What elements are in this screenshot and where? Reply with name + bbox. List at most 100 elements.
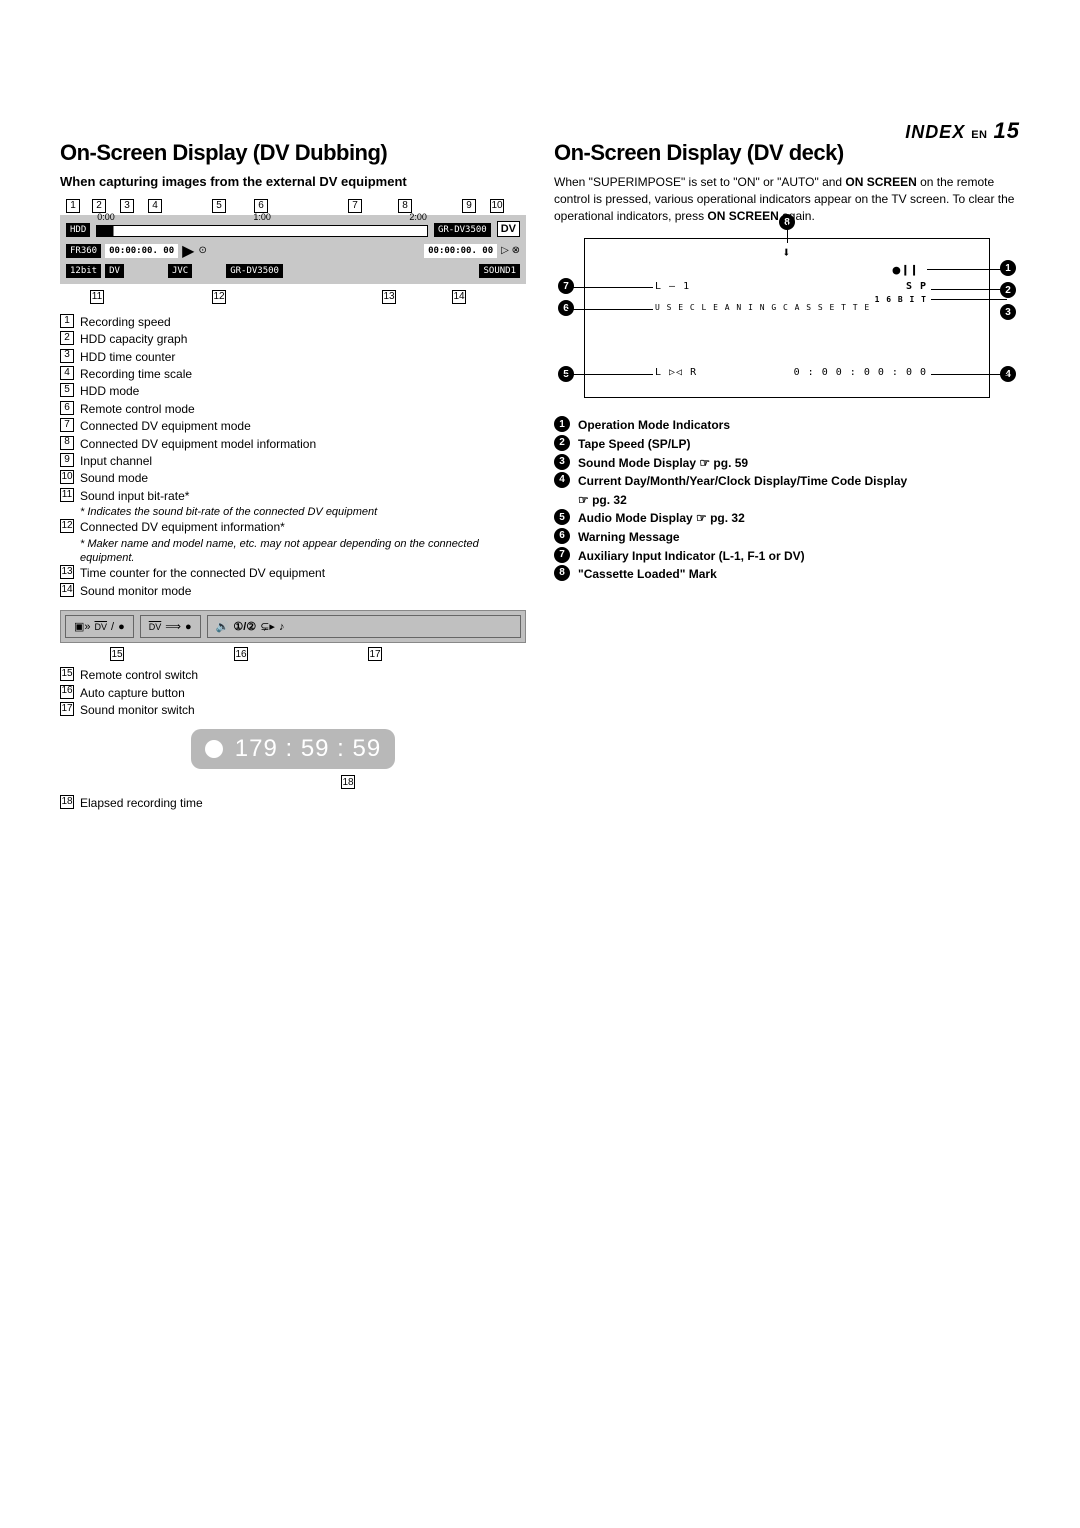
legend-circle: 7 [554,547,570,563]
speaker-icon: 🔊 [216,620,230,633]
callout-4: 4 [148,199,162,213]
aux-input: L – 1 [655,281,690,292]
disc-icon: ● [185,621,192,633]
toolbar-legend: 15Remote control switch 16Auto capture b… [60,667,526,719]
operation-indicator: ●❙❙ [893,263,919,278]
hdd-badge: HDD [66,223,90,237]
legend-text: Recording time scale [80,366,192,383]
legend-text: Auxiliary Input Indicator (L-1, F-1 or D… [578,547,805,566]
page-header: INDEX EN 15 [905,118,1020,144]
note-12: * Maker name and model name, etc. may no… [80,537,526,566]
legend-circle: 2 [554,435,570,451]
sound-mode: 1 6 B I T [875,295,927,304]
brand-badge: JVC [168,264,192,278]
legend-text: Sound mode [80,470,148,487]
tick-0: 0:00 [97,212,115,222]
callout-18: 18 [341,775,355,789]
callout-15: 15 [110,647,124,661]
record-dot-icon [205,740,223,758]
callout-2: 2 [92,199,106,213]
legend-text: Sound Mode Display ☞ pg. 59 [578,454,748,473]
legend-text: Connected DV equipment model information [80,436,316,453]
left-title: On-Screen Display (DV Dubbing) [60,140,526,166]
legend-num: 7 [60,418,74,432]
disc-icon: ● [118,621,125,633]
cassette-icon: ⬇ [782,245,791,261]
legend-text: Remote control mode [80,401,195,418]
legend-num: 11 [60,488,74,502]
tape-speed: S P [906,281,927,292]
callout-9: 9 [462,199,476,213]
legend-num: 13 [60,565,74,579]
legend-num: 9 [60,453,74,467]
arrow-icon: ⟹ [165,620,181,633]
legend-text: Input channel [80,453,152,470]
legend-sub4: ☞ pg. 32 [578,491,1020,510]
counter-1: 00:00:00. 00 [105,244,178,258]
legend-text: HDD time counter [80,349,175,366]
toolbar-callouts: 15 16 17 [60,647,526,661]
elapsed-legend: 18 Elapsed recording time [60,795,526,812]
soundtrack-icon: ♪ [279,621,285,633]
legend-text: Sound monitor switch [80,702,195,719]
legend-num: 17 [60,702,74,716]
legend-text: Audio Mode Display ☞ pg. 32 [578,509,745,528]
surround-icon: ⊊▸ [260,620,275,633]
legend-text: Remote control switch [80,667,198,684]
callout-12: 12 [212,290,226,304]
circle-1: 1 [1000,260,1016,276]
callout-14: 14 [452,290,466,304]
legend-text: Recording speed [80,314,171,331]
dv-toolbar: ▣» DV / ● DV ⟹ ● 🔊 ①/② ⊊▸ ♪ [60,610,526,643]
callout-13: 13 [382,290,396,304]
play-pause-icon: ▷ ⊗ [501,245,520,256]
leader-line [927,269,1007,270]
dv-icon: DV [95,622,108,632]
leader-line [931,299,1007,300]
legend-circle: 5 [554,509,570,525]
callout-11: 11 [90,290,104,304]
right-column: On-Screen Display (DV deck) When "SUPERI… [554,140,1020,813]
legend-num: 3 [60,349,74,363]
legend-circle: 8 [554,565,570,581]
slash-icon: / [111,621,114,633]
circle-7: 7 [558,278,574,294]
circle-3: 3 [1000,304,1016,320]
legend-circle: 1 [554,416,570,432]
legend-num: 5 [60,383,74,397]
left-column: On-Screen Display (DV Dubbing) When capt… [60,140,526,813]
legend-text: Sound input bit-rate* [80,488,189,505]
legend-num: 15 [60,667,74,681]
dv-box: DV [497,221,520,237]
sound-monitor: 🔊 ①/② ⊊▸ ♪ [207,615,521,638]
bottom-callouts: 11 12 13 14 [60,290,526,304]
legend-text: Connected DV equipment mode [80,418,251,435]
left-subhead: When capturing images from the external … [60,174,526,191]
legend-text: HDD mode [80,383,139,400]
legend-circle: 6 [554,528,570,544]
model-badge: GR-DV3500 [434,223,491,237]
legend-text: Connected DV equipment information* [80,519,285,536]
counter-2: 00:00:00. 00 [424,244,497,258]
legend-text: Elapsed recording time [80,795,203,812]
legend-list-tail: 13 Time counter for the connected DV equi… [60,565,526,600]
legend-num: 18 [60,795,74,809]
legend-num: 10 [60,470,74,484]
legend-circle: 4 [554,472,570,488]
legend-text: Current Day/Month/Year/Clock Display/Tim… [578,472,907,491]
leader-line [567,309,653,310]
auto-capture: DV ⟹ ● [140,615,201,638]
leader-line [931,374,1007,375]
callout-10: 10 [490,199,504,213]
legend-text: Time counter for the connected DV equipm… [80,565,325,582]
bitrate-badge: 12bit [66,264,101,278]
leader-line [567,287,653,288]
intro-t1: When "SUPERIMPOSE" is set to "ON" or "AU… [554,175,845,189]
tick-2: 2:00 [409,212,427,222]
audio-mode: L ▷◁ R [655,367,697,378]
dv-label-badge: DV [105,264,124,278]
remote-icon: ⊙ [198,245,206,256]
model2-badge: GR-DV3500 [226,264,283,278]
fr-badge: FR360 [66,244,101,258]
remote-icon: ▣» [74,620,91,633]
